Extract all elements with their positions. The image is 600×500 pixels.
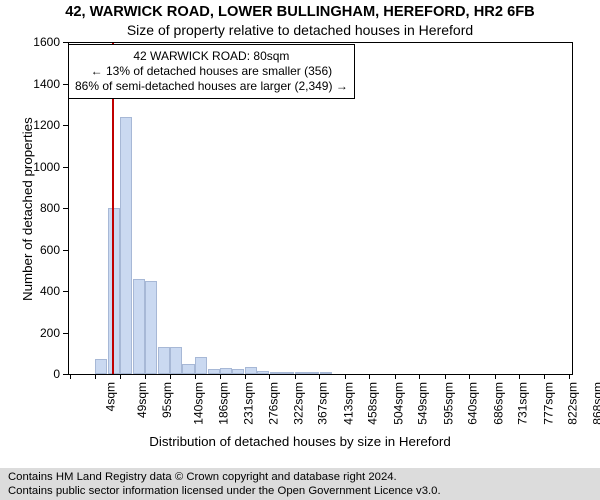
- property-size-histogram: 42, WARWICK ROAD, LOWER BULLINGHAM, HERE…: [0, 0, 600, 500]
- x-tick-label: 549sqm: [416, 382, 430, 425]
- x-tick: [419, 374, 420, 379]
- x-tick-label: 95sqm: [160, 382, 174, 418]
- histogram-bar: [245, 367, 257, 374]
- histogram-bar: [158, 347, 170, 374]
- x-tick-label: 322sqm: [291, 382, 305, 425]
- histogram-bar: [95, 359, 107, 374]
- y-tick: [63, 42, 68, 43]
- y-tick: [63, 333, 68, 334]
- histogram-bar: [182, 364, 194, 374]
- footer-attribution: Contains HM Land Registry data © Crown c…: [0, 468, 600, 500]
- y-axis-label: Number of detached properties: [20, 117, 35, 301]
- x-tick-label: 731sqm: [516, 382, 530, 425]
- footer-line-2: Contains public sector information licen…: [8, 485, 600, 499]
- x-tick-label: 595sqm: [441, 382, 455, 425]
- x-tick: [569, 374, 570, 379]
- x-axis-line: [68, 374, 573, 375]
- x-tick-label: 504sqm: [391, 382, 405, 425]
- histogram-bar: [120, 117, 132, 374]
- x-tick-label: 367sqm: [316, 382, 330, 425]
- x-tick-label: 640sqm: [466, 382, 480, 425]
- y-tick-label: 200: [20, 326, 60, 340]
- x-tick: [170, 374, 171, 379]
- x-tick-label: 777sqm: [541, 382, 555, 425]
- x-tick-label: 231sqm: [242, 382, 256, 425]
- y-tick: [63, 291, 68, 292]
- y-tick-label: 1600: [20, 35, 60, 49]
- histogram-bar: [145, 281, 157, 374]
- chart-title-main: 42, WARWICK ROAD, LOWER BULLINGHAM, HERE…: [0, 4, 600, 20]
- x-tick-label: 186sqm: [217, 382, 231, 425]
- annotation-line-3: 86% of semi-detached houses are larger (…: [75, 79, 348, 94]
- x-tick-label: 4sqm: [104, 382, 118, 411]
- x-tick-label: 276sqm: [266, 382, 280, 425]
- x-tick: [245, 374, 246, 379]
- x-tick-label: 822sqm: [566, 382, 580, 425]
- y-tick: [63, 125, 68, 126]
- histogram-bar: [133, 279, 145, 374]
- x-tick: [469, 374, 470, 379]
- chart-title-sub: Size of property relative to detached ho…: [0, 22, 600, 38]
- y-tick-label: 1400: [20, 77, 60, 91]
- x-tick: [544, 374, 545, 379]
- x-tick: [395, 374, 396, 379]
- x-tick: [345, 374, 346, 379]
- x-tick: [95, 374, 96, 379]
- y-tick-label: 0: [20, 367, 60, 381]
- x-tick: [70, 374, 71, 379]
- x-tick: [495, 374, 496, 379]
- x-tick: [295, 374, 296, 379]
- annotation-line-1: 42 WARWICK ROAD: 80sqm: [75, 49, 348, 64]
- x-tick-label: 140sqm: [192, 382, 206, 425]
- x-tick-label: 413sqm: [341, 382, 355, 425]
- y-tick: [63, 208, 68, 209]
- x-tick: [369, 374, 370, 379]
- footer-line-1: Contains HM Land Registry data © Crown c…: [8, 471, 600, 485]
- x-tick-label: 868sqm: [591, 382, 600, 425]
- x-axis-label: Distribution of detached houses by size …: [0, 434, 600, 449]
- y-tick: [63, 167, 68, 168]
- x-tick-label: 686sqm: [491, 382, 505, 425]
- x-tick: [220, 374, 221, 379]
- x-tick: [145, 374, 146, 379]
- y-tick: [63, 374, 68, 375]
- x-tick: [519, 374, 520, 379]
- x-tick: [445, 374, 446, 379]
- y-tick: [63, 250, 68, 251]
- annotation-line-2: ← 13% of detached houses are smaller (35…: [75, 64, 348, 79]
- x-tick: [195, 374, 196, 379]
- x-tick: [319, 374, 320, 379]
- x-tick-label: 458sqm: [366, 382, 380, 425]
- histogram-bar: [170, 347, 182, 374]
- annotation-box: 42 WARWICK ROAD: 80sqm ← 13% of detached…: [68, 44, 355, 99]
- x-tick-label: 49sqm: [135, 382, 149, 418]
- x-tick: [269, 374, 270, 379]
- x-tick: [120, 374, 121, 379]
- histogram-bar: [195, 357, 207, 374]
